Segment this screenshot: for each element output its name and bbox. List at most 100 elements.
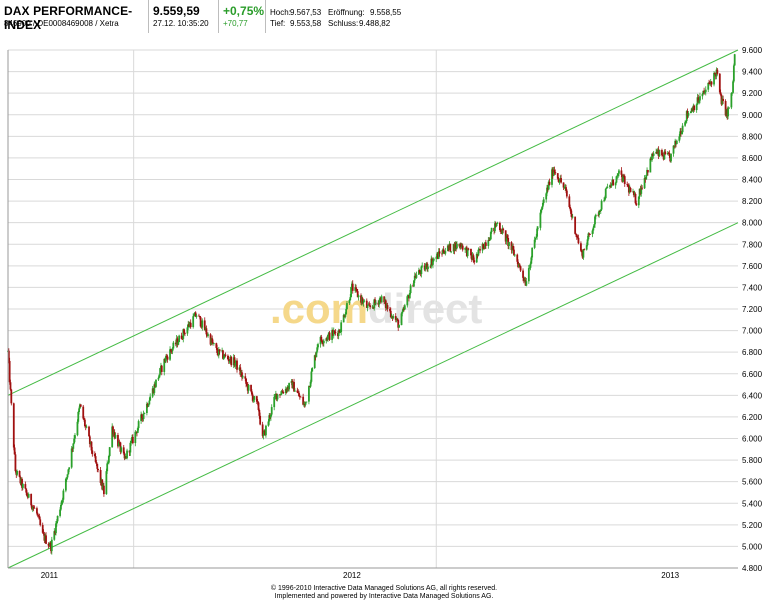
candle-body — [333, 330, 336, 332]
candle-body — [186, 327, 189, 334]
candle-body — [77, 411, 80, 422]
candle-body — [513, 254, 516, 256]
candle-body — [640, 187, 643, 194]
candle-body — [599, 209, 602, 212]
candle-body — [565, 190, 568, 197]
candle-body — [349, 297, 352, 301]
candle-body — [108, 447, 111, 457]
candle-body — [265, 425, 267, 436]
candle-body — [684, 122, 686, 126]
y-tick-label: 5.200 — [742, 521, 763, 530]
price-cell: 9.559,59 27.12. 10:35:20 — [149, 0, 219, 33]
candle-body — [733, 54, 736, 66]
candle-body — [222, 350, 224, 359]
candle-body — [321, 340, 324, 343]
candle-body — [482, 243, 485, 249]
candle-body — [134, 431, 137, 444]
candle-body — [441, 253, 443, 255]
candle-body — [344, 314, 347, 317]
close-value: 9.488,82 — [359, 19, 391, 28]
candle-body — [483, 248, 486, 250]
candle-body — [83, 418, 85, 420]
candle-body — [536, 228, 539, 237]
candle-body — [484, 242, 487, 246]
candle-body — [76, 421, 79, 436]
candle-body — [339, 332, 342, 333]
candle-body — [710, 81, 713, 85]
candle-body — [646, 169, 649, 173]
candle-body — [592, 227, 595, 231]
candle-body — [27, 493, 30, 498]
candle-body — [704, 92, 706, 93]
candle-body — [383, 296, 386, 303]
candle-body — [432, 260, 434, 265]
candle-body — [38, 515, 41, 520]
candle-body — [616, 175, 619, 177]
candle-body — [83, 419, 86, 427]
candle-body — [160, 365, 163, 372]
open-label: Eröffnung: — [328, 8, 365, 17]
candle-body — [14, 454, 17, 472]
x-tick-label: 2012 — [343, 571, 361, 580]
x-tick-label: 2013 — [661, 571, 679, 580]
candle-body — [137, 421, 140, 429]
candle-body — [250, 391, 253, 395]
candle-body — [246, 383, 248, 385]
candle-body — [105, 471, 108, 495]
candle-body — [512, 245, 515, 250]
candle-body — [320, 336, 323, 341]
candle-body — [488, 240, 491, 242]
candle-body — [427, 266, 429, 269]
candle-body — [673, 145, 676, 147]
powered-by-line: Implemented and powered by Interactive D… — [274, 593, 494, 600]
candle-body — [299, 396, 302, 398]
y-tick-label: 5.800 — [742, 456, 763, 465]
candle-body — [50, 539, 53, 552]
candle-body — [586, 239, 589, 246]
candle-body — [315, 351, 318, 358]
candle-body — [605, 187, 608, 189]
candle-body — [308, 386, 310, 402]
instrument-cell: DAX PERFORMANCE-INDEX 846900 / DE0008469… — [0, 0, 149, 33]
candle-body — [328, 332, 331, 340]
candle-body — [189, 322, 192, 328]
candle-body — [571, 216, 574, 218]
candle-body — [704, 89, 707, 93]
candle-body — [79, 404, 82, 407]
candle-body — [351, 283, 354, 291]
candle-body — [207, 334, 209, 336]
candle-body — [88, 436, 91, 445]
candle-body — [695, 104, 698, 111]
candle-body — [106, 463, 109, 472]
watermark-part2: direct — [368, 285, 482, 332]
candle-body — [540, 209, 543, 213]
candle-body — [26, 492, 28, 496]
candle-body — [337, 330, 340, 336]
candle-body — [317, 344, 319, 348]
candle-body — [591, 230, 594, 235]
candle-body — [250, 384, 252, 392]
candle-body — [12, 403, 15, 448]
candle-body — [396, 318, 399, 321]
candle-body — [361, 298, 364, 304]
candle-body — [697, 97, 700, 103]
change-cell: +0,75% +70,77 — [219, 0, 266, 33]
candle-body — [142, 413, 145, 420]
candle-body — [141, 414, 143, 419]
candle-body — [9, 382, 12, 390]
candle-body — [610, 183, 613, 187]
candle-body — [36, 508, 38, 514]
candle-body — [378, 300, 381, 305]
candle-body — [394, 316, 397, 321]
candle-body — [534, 238, 537, 240]
candle-body — [158, 374, 161, 378]
candle-body — [53, 531, 56, 540]
candle-body — [732, 65, 735, 82]
y-tick-label: 6.600 — [742, 370, 763, 379]
candle-body — [568, 196, 571, 207]
candle-body — [85, 426, 88, 428]
candle-body — [177, 342, 180, 345]
price-timestamp: 27.12. 10:35:20 — [153, 19, 209, 28]
candle-body — [7, 350, 10, 361]
candle-body — [21, 484, 24, 488]
